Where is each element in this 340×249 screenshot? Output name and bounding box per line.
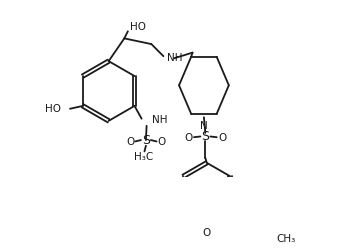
Text: CH₃: CH₃: [276, 234, 296, 244]
Text: O: O: [184, 133, 192, 143]
Text: O: O: [126, 137, 134, 147]
Text: NH: NH: [167, 53, 183, 63]
Text: H₃C: H₃C: [134, 152, 153, 162]
Text: O: O: [203, 228, 211, 238]
Text: O: O: [157, 137, 166, 147]
Text: NH: NH: [152, 115, 167, 125]
Text: S: S: [201, 130, 209, 143]
Text: HO: HO: [46, 105, 62, 115]
Text: N: N: [200, 121, 208, 131]
Text: O: O: [218, 133, 226, 143]
Text: HO: HO: [130, 22, 146, 32]
Text: S: S: [142, 133, 150, 147]
